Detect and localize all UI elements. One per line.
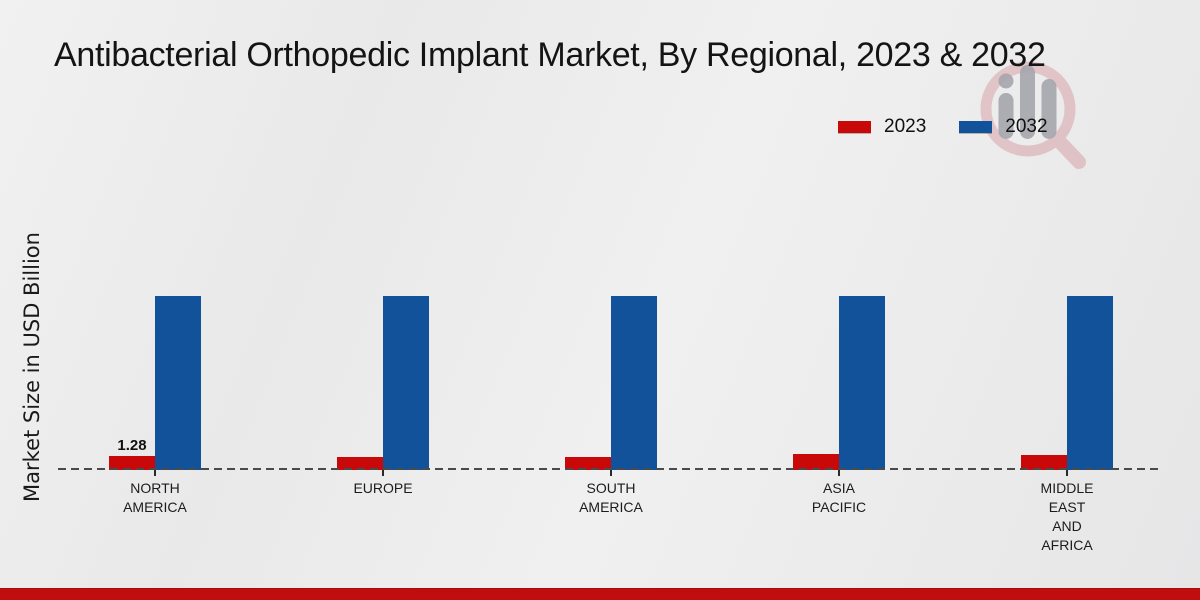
bar-2032-middle-east-and-africa [1067,296,1113,470]
x-axis-tick-1 [382,470,384,476]
bar-2023-south-america [565,457,611,470]
x-axis-baseline [58,468,1160,470]
page-title: Antibacterial Orthopedic Implant Market,… [54,36,1046,74]
bar-2023-asia-pacific [793,454,839,470]
bar-2032-north-america [155,296,201,470]
x-axis-label-north-america: NORTH AMERICA [123,480,187,515]
x-axis-tick-0 [154,470,156,476]
bar-2023-north-america [109,456,155,470]
bar-2032-europe [383,296,429,470]
bar-2023-middle-east-and-africa [1021,455,1067,470]
x-axis-tick-4 [1066,470,1068,476]
y-axis-label: Market Size in USD Billion [20,232,44,502]
x-axis-label-south-america: SOUTH AMERICA [579,480,643,515]
x-axis-tick-3 [838,470,840,476]
x-axis-label-asia-pacific: ASIA PACIFIC [811,480,867,515]
legend-item-2023: 2023 [838,116,926,138]
magnifier-bar-chart-logo-icon [980,61,1086,169]
footer-accent-bar [0,588,1200,600]
legend-swatch-2023 [838,121,871,133]
legend-swatch-2032 [959,121,993,133]
bar-value-label-2023: 1.28 [117,437,147,454]
bar-2032-south-america [611,296,657,470]
bar-2032-asia-pacific [839,296,885,470]
legend-label-2023: 2023 [884,116,927,137]
x-axis-tick-2 [610,470,612,476]
legend-label-2032: 2032 [1005,116,1048,137]
x-axis-label-middle-east-and-africa: MIDDLE EAST AND AFRICA [1040,480,1094,553]
bar-2023-europe [337,457,383,470]
legend-item-2032: 2032 [959,116,1048,138]
legend: 2023 2032 [838,116,1048,138]
x-axis-label-europe: EUROPE [353,480,413,496]
